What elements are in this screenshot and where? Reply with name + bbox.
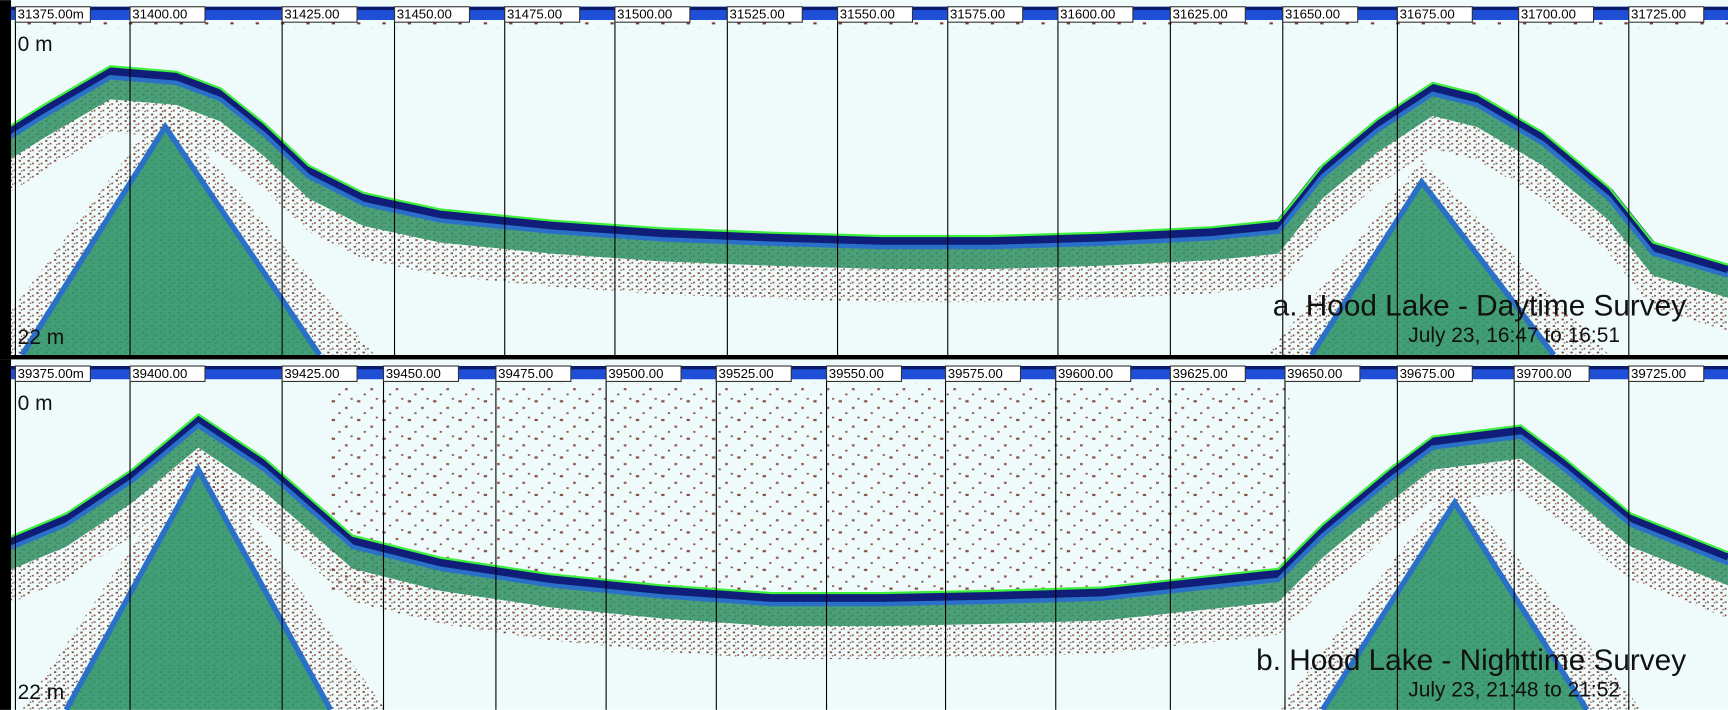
bottom-echo xyxy=(0,66,1728,275)
panel-subtitle: July 23, 21:48 to 21:52 xyxy=(1408,679,1620,702)
bottom-scatter xyxy=(0,66,1728,331)
tick-label: 39525.00 xyxy=(719,366,774,381)
tick-label: 39475.00 xyxy=(498,366,553,381)
tick-label: 39500.00 xyxy=(608,366,663,381)
tick-label-box xyxy=(836,6,914,23)
bottom-echo-edge xyxy=(0,75,1728,278)
tick-label: 39550.00 xyxy=(829,366,884,381)
tick-label-box xyxy=(1284,365,1361,382)
tick-label: 31550.00 xyxy=(840,7,895,22)
tick-label: 31400.00 xyxy=(132,7,187,22)
tick-label-box xyxy=(1055,365,1132,382)
tick-label-box xyxy=(1518,6,1595,23)
tick-label: 31500.00 xyxy=(617,7,672,22)
tick-label: 31575.00 xyxy=(950,7,1005,22)
hill-core xyxy=(1322,502,1587,710)
tick-label-box xyxy=(1396,6,1473,23)
surface-noise xyxy=(0,22,1728,29)
bottom-scatter xyxy=(0,414,1728,660)
bottom-band xyxy=(0,66,1728,298)
tick-label: 31650.00 xyxy=(1285,7,1340,22)
hill-edge xyxy=(63,463,334,710)
hill-edge xyxy=(1309,177,1557,357)
bottom-line xyxy=(0,413,1728,595)
tick-label-box xyxy=(393,6,471,23)
tick-label-box xyxy=(1169,365,1246,382)
hill-core xyxy=(22,126,320,355)
hill-edge xyxy=(19,121,322,357)
bottom-line xyxy=(0,65,1728,266)
tick-label-box xyxy=(129,6,206,23)
tick-label-box xyxy=(495,365,572,382)
bottom-band xyxy=(0,414,1728,627)
tick-label: 31375.00m xyxy=(18,7,84,22)
tick-label: 39700.00 xyxy=(1516,366,1571,381)
tick-label-box xyxy=(281,365,358,382)
tick-label: 31525.00 xyxy=(730,7,785,22)
left-frame xyxy=(0,0,12,356)
tick-label-box xyxy=(14,6,91,23)
tick-label-box xyxy=(1057,6,1134,23)
tick-label-box xyxy=(726,6,803,23)
hill-core xyxy=(1311,181,1554,355)
tick-label: 31675.00 xyxy=(1400,7,1455,22)
tick-label: 39450.00 xyxy=(386,366,441,381)
tick-label-box xyxy=(1282,6,1359,23)
depth-bottom-label: 22 m xyxy=(18,326,65,349)
echogram-panel: 31375.00m 31400.00 31425.00 31450.00 31475.0… xyxy=(0,0,1728,357)
tick-label-box xyxy=(1513,365,1590,382)
tick-label: 39425.00 xyxy=(284,366,339,381)
panel-subtitle: July 23, 16:47 to 16:51 xyxy=(1408,324,1620,347)
hill-core xyxy=(66,469,331,710)
tick-label: 39625.00 xyxy=(1173,366,1228,381)
tick-label-box xyxy=(1628,365,1705,382)
tick-label: 31475.00 xyxy=(507,7,562,22)
bottom-echo-edge xyxy=(0,422,1728,607)
tick-label-box xyxy=(1169,6,1246,23)
tick-label-box xyxy=(614,6,691,23)
tick-label-box xyxy=(825,365,903,382)
tick-label-box xyxy=(382,365,459,382)
bottom-echo xyxy=(0,413,1728,604)
tick-label: 39400.00 xyxy=(132,366,187,381)
tick-label: 31625.00 xyxy=(1173,7,1228,22)
depth-top-label: 0 m xyxy=(18,392,53,415)
panel-title: a. Hood Lake - Daytime Survey xyxy=(1273,289,1687,322)
tick-label: 31725.00 xyxy=(1631,7,1686,22)
left-frame xyxy=(0,359,12,710)
tick-label-box xyxy=(1396,365,1473,382)
tick-label: 31700.00 xyxy=(1521,7,1576,22)
tick-label-box xyxy=(947,6,1024,23)
tick-label: 39650.00 xyxy=(1287,366,1342,381)
tick-label: 39675.00 xyxy=(1400,366,1455,381)
tick-label-box xyxy=(715,365,792,382)
hill-edge xyxy=(1320,497,1590,710)
tick-label: 39575.00 xyxy=(948,366,1003,381)
tick-label: 31450.00 xyxy=(397,7,452,22)
tick-label-box xyxy=(281,6,358,23)
panel-title: b. Hood Lake - Nighttime Survey xyxy=(1256,644,1686,677)
depth-top-label: 0 m xyxy=(18,33,53,56)
echogram-panel: 39375.00m 39400.00 39425.00 39450.00 39475.0… xyxy=(0,359,1728,710)
tick-label: 31425.00 xyxy=(284,7,339,22)
tick-label-box xyxy=(944,365,1022,382)
tick-label-box xyxy=(14,365,91,382)
tick-label: 31600.00 xyxy=(1060,7,1115,22)
tick-label-box xyxy=(129,365,206,382)
tick-label: 39375.00m xyxy=(18,366,84,381)
panel-separator xyxy=(0,355,1728,360)
tick-label-box xyxy=(605,365,682,382)
tick-label-box xyxy=(1628,6,1705,23)
tick-label: 39725.00 xyxy=(1631,366,1686,381)
depth-bottom-label: 22 m xyxy=(18,681,65,704)
tick-label-box xyxy=(504,6,581,23)
fish-scatter xyxy=(330,383,1290,594)
tick-label: 39600.00 xyxy=(1058,366,1113,381)
